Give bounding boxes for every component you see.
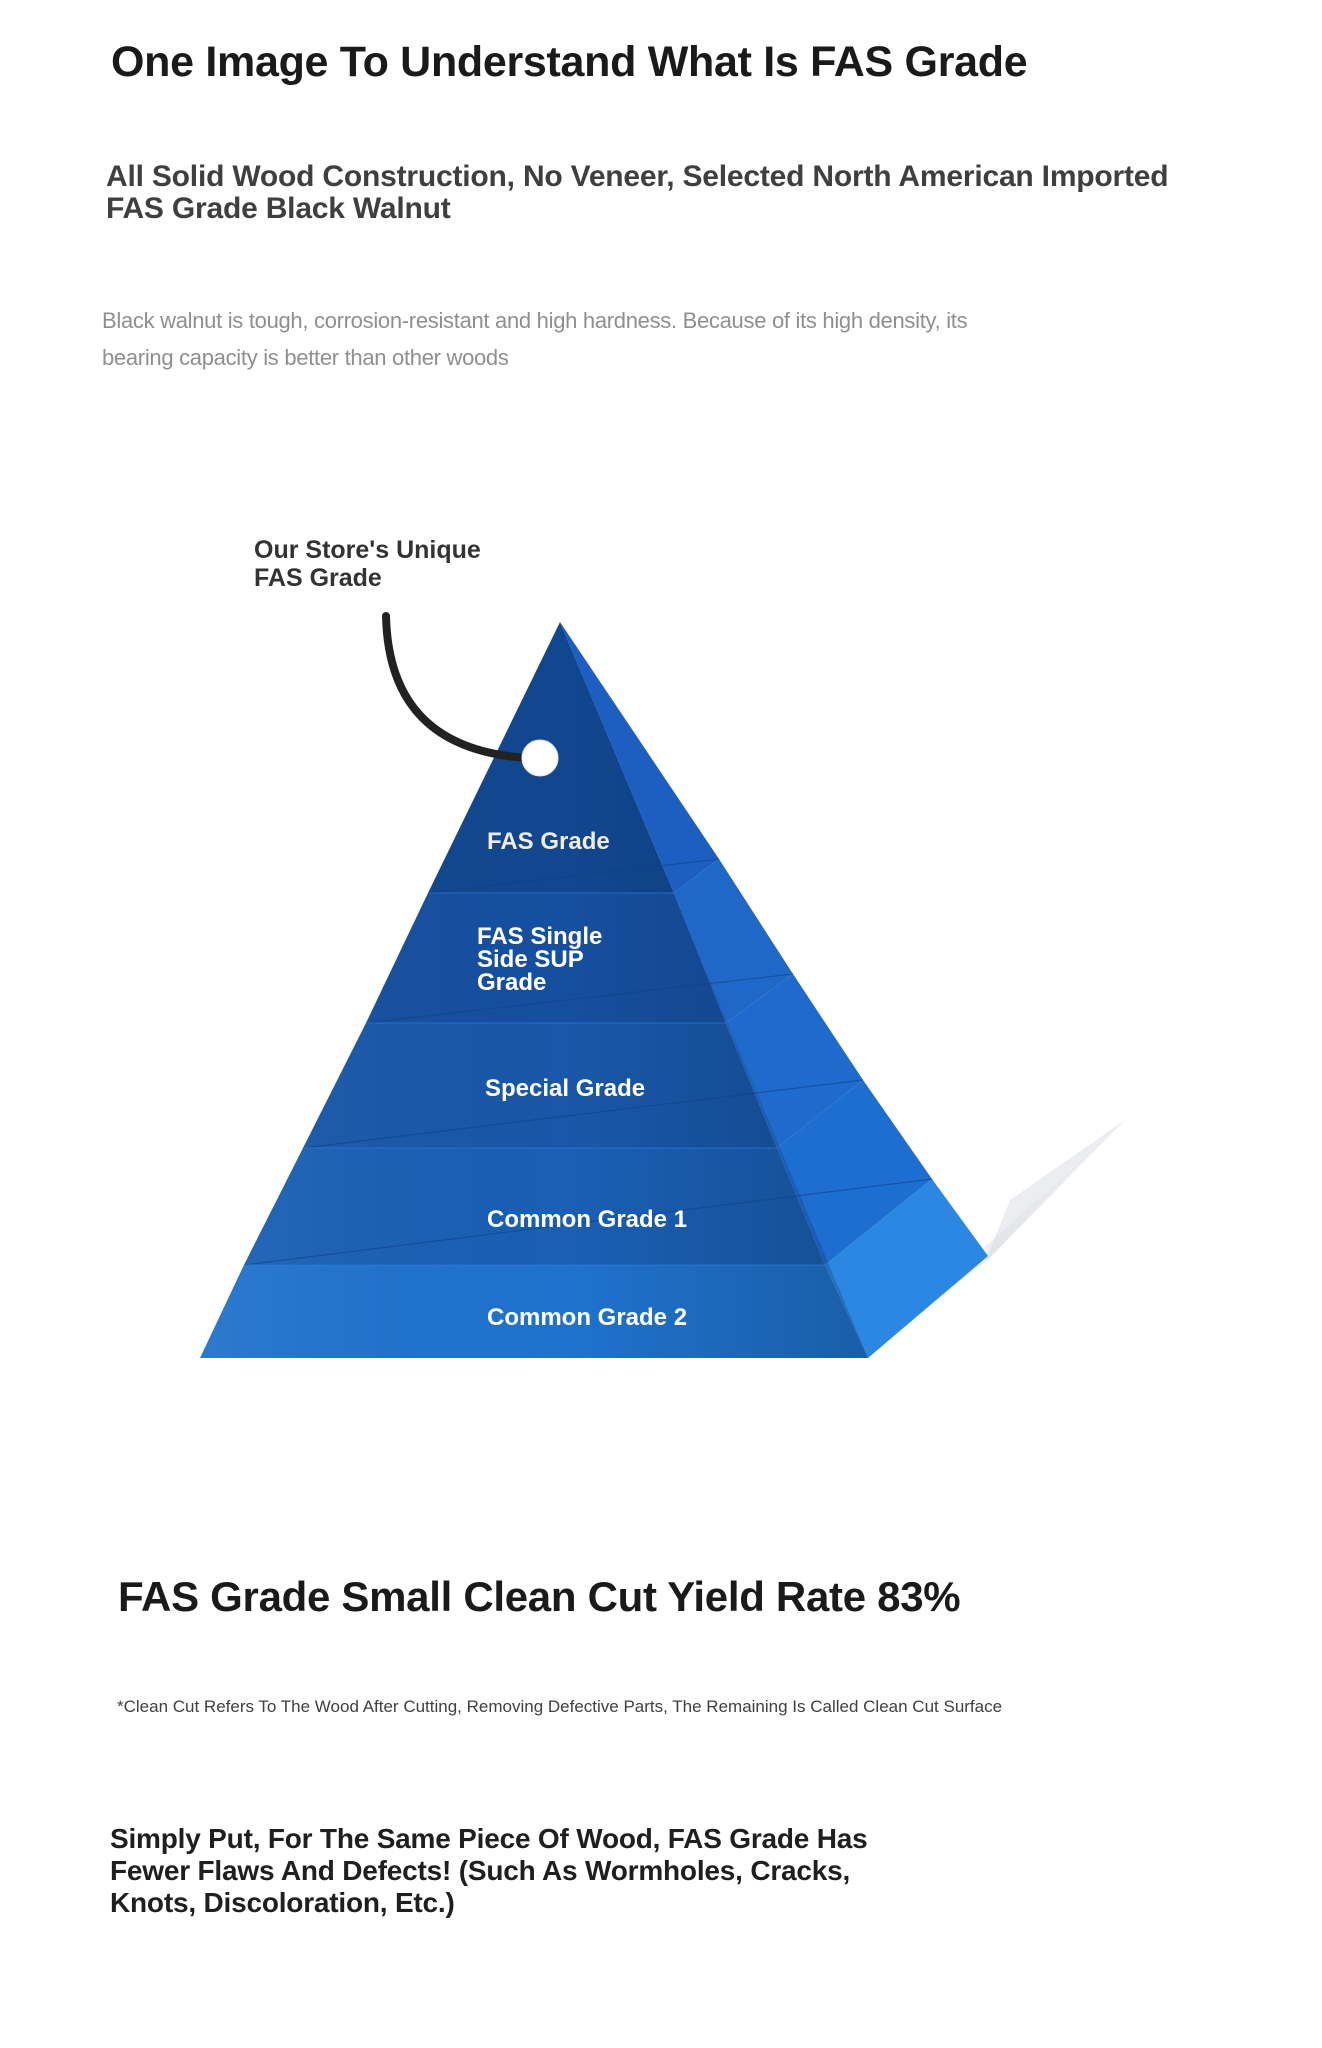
callout-dot xyxy=(521,739,559,777)
tier-label-special-grade: Special Grade xyxy=(485,1075,646,1102)
side-tier-1 xyxy=(560,622,719,893)
page-subtitle: All Solid Wood Construction, No Veneer, … xyxy=(106,160,1169,225)
callout-pointer xyxy=(382,612,532,762)
summary-text: Simply Put, For The Same Piece Of Wood, … xyxy=(110,1823,868,1918)
side-tier-2 xyxy=(674,859,793,1023)
yield-heading: FAS Grade Small Clean Cut Yield Rate 83% xyxy=(118,1573,961,1620)
tier-label-fas-single-side-sup: FAS Single Side SUP Grade xyxy=(477,923,603,996)
callout-label: Our Store's Unique FAS Grade xyxy=(254,536,481,592)
tier-label-common-grade-1: Common Grade 1 xyxy=(487,1206,688,1233)
tier-label-fas-grade: FAS Grade xyxy=(487,828,610,855)
tier-label-common-grade-2: Common Grade 2 xyxy=(487,1304,688,1331)
side-tier-5 xyxy=(825,1179,988,1358)
wood-description: Black walnut is tough, corrosion-resista… xyxy=(102,308,968,370)
page-title: One Image To Understand What Is FAS Grad… xyxy=(111,38,1028,86)
side-tier-4 xyxy=(777,1080,932,1265)
clean-cut-note: *Clean Cut Refers To The Wood After Cutt… xyxy=(117,1697,1003,1716)
pyramid-shadow-soft xyxy=(985,1120,1125,1262)
